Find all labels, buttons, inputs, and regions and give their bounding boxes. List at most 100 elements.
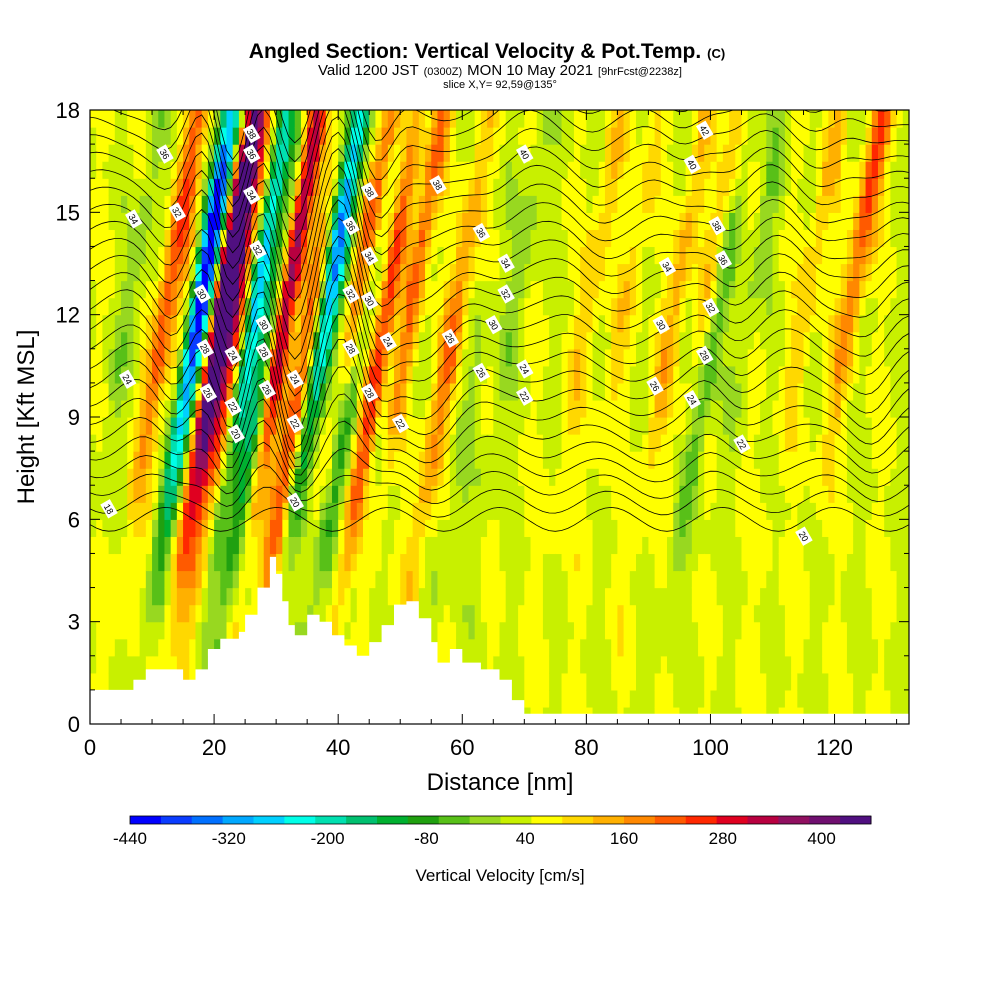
velocity-cell — [735, 553, 743, 572]
velocity-cell — [462, 365, 470, 384]
velocity-cell — [102, 519, 110, 537]
velocity-cell — [803, 587, 811, 606]
velocity-cell — [189, 451, 197, 469]
velocity-cell — [319, 536, 327, 555]
velocity-cell — [567, 280, 575, 299]
velocity-cell — [896, 638, 904, 657]
velocity-cell — [431, 348, 439, 367]
velocity-cell — [722, 468, 730, 486]
velocity-cell — [784, 604, 792, 623]
isentrope-label: 38 — [429, 175, 447, 195]
velocity-cell — [480, 417, 488, 435]
velocity-cell — [561, 655, 569, 674]
velocity-cell — [487, 587, 494, 606]
velocity-cell — [325, 485, 333, 503]
velocity-cell — [698, 365, 705, 384]
velocity-cell — [220, 399, 228, 418]
velocity-cell — [809, 689, 817, 708]
velocity-cell — [567, 570, 575, 589]
velocity-cell — [890, 382, 898, 401]
velocity-cell — [418, 110, 426, 128]
velocity-cell — [195, 314, 203, 333]
velocity-cell — [331, 297, 339, 316]
velocity-cell — [698, 655, 705, 674]
velocity-cell — [667, 280, 674, 299]
velocity-cell — [294, 178, 302, 196]
velocity-cell — [170, 365, 178, 384]
velocity-cell — [493, 451, 501, 469]
velocity-cell — [772, 570, 780, 589]
velocity-cell — [660, 604, 668, 623]
velocity-cell — [387, 536, 395, 555]
velocity-cell — [536, 399, 544, 418]
velocity-cell — [586, 229, 594, 248]
isentrope-label: 18 — [100, 499, 118, 519]
velocity-cell — [598, 110, 606, 128]
velocity-cell — [214, 246, 221, 265]
velocity-cell — [505, 161, 513, 179]
velocity-cell — [145, 365, 153, 384]
velocity-cell — [189, 638, 197, 657]
velocity-cell — [611, 365, 618, 384]
velocity-cell — [307, 161, 314, 179]
velocity-cell — [164, 314, 172, 333]
velocity-cell — [809, 485, 817, 503]
velocity-cell — [859, 263, 867, 282]
isentrope-label-bg — [391, 413, 410, 434]
velocity-cell — [369, 229, 376, 248]
velocity-cell — [815, 468, 823, 486]
velocity-cell — [300, 587, 308, 606]
velocity-cell — [133, 178, 141, 196]
velocity-cell — [288, 553, 296, 572]
velocity-cell — [617, 621, 625, 640]
velocity-cell — [567, 297, 575, 316]
velocity-cell — [319, 587, 327, 606]
velocity-cell — [629, 161, 637, 179]
velocity-cell — [412, 502, 420, 520]
velocity-cell — [828, 570, 836, 589]
velocity-cell — [96, 399, 103, 418]
velocity-cell — [611, 689, 618, 708]
velocity-cell — [90, 127, 97, 145]
velocity-cell — [549, 263, 556, 282]
velocity-cell — [604, 110, 612, 128]
velocity-cell — [729, 417, 736, 435]
velocity-cell — [468, 502, 476, 520]
velocity-cell — [170, 655, 178, 674]
isentrope-label-text: 36 — [474, 226, 488, 240]
velocity-cell — [499, 229, 507, 248]
velocity-cell — [859, 553, 867, 572]
velocity-cell — [772, 127, 780, 145]
velocity-cell — [604, 127, 612, 145]
velocity-cell — [828, 587, 836, 606]
velocity-cell — [710, 621, 718, 640]
velocity-cell — [189, 246, 197, 265]
velocity-cell — [394, 536, 401, 555]
velocity-cell — [381, 468, 389, 486]
velocity-cell — [108, 553, 116, 572]
velocity-cell — [325, 587, 333, 606]
velocity-cell — [636, 246, 643, 265]
velocity-cell — [704, 382, 712, 401]
velocity-cell — [722, 144, 730, 162]
velocity-cell — [449, 604, 457, 623]
velocity-cell — [741, 621, 749, 640]
velocity-cell — [363, 263, 370, 282]
velocity-cell — [846, 604, 854, 623]
velocity-cell — [617, 212, 625, 230]
velocity-cell — [338, 382, 345, 401]
velocity-cell — [660, 331, 668, 350]
velocity-cell — [214, 417, 221, 435]
velocity-cell — [133, 314, 141, 333]
velocity-cell — [183, 246, 190, 265]
velocity-cell — [269, 246, 277, 265]
velocity-cell — [300, 536, 308, 555]
velocity-cell — [673, 331, 681, 350]
velocity-cell — [573, 621, 581, 640]
velocity-cell — [183, 297, 190, 316]
velocity-cell — [96, 178, 103, 196]
velocity-cell — [660, 280, 668, 299]
velocity-cell — [580, 127, 587, 145]
velocity-cell — [195, 638, 203, 657]
velocity-cell — [474, 178, 482, 196]
